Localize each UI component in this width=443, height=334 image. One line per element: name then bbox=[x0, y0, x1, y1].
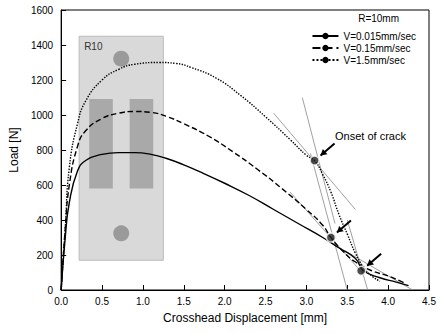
svg-text:3.0: 3.0 bbox=[299, 296, 313, 307]
svg-text:4.5: 4.5 bbox=[422, 296, 436, 307]
svg-text:400: 400 bbox=[36, 215, 53, 226]
svg-text:Onset of crack: Onset of crack bbox=[335, 130, 406, 142]
svg-text:R=10mm: R=10mm bbox=[358, 13, 399, 24]
svg-text:R10: R10 bbox=[84, 41, 103, 52]
svg-text:2.5: 2.5 bbox=[259, 296, 273, 307]
svg-text:1.5: 1.5 bbox=[177, 296, 191, 307]
svg-text:4.0: 4.0 bbox=[381, 296, 395, 307]
svg-text:1600: 1600 bbox=[31, 5, 54, 16]
svg-text:1400: 1400 bbox=[31, 40, 54, 51]
svg-text:2.0: 2.0 bbox=[218, 296, 232, 307]
svg-text:V=0.15mm/sec: V=0.15mm/sec bbox=[343, 43, 410, 54]
svg-text:0.0: 0.0 bbox=[54, 296, 68, 307]
svg-text:200: 200 bbox=[36, 250, 53, 261]
svg-text:1200: 1200 bbox=[31, 75, 54, 86]
svg-text:1000: 1000 bbox=[31, 110, 54, 121]
svg-text:V=0.015mm/sec: V=0.015mm/sec bbox=[343, 31, 416, 42]
svg-text:1.0: 1.0 bbox=[136, 296, 150, 307]
svg-text:800: 800 bbox=[36, 145, 53, 156]
svg-text:0.5: 0.5 bbox=[95, 296, 109, 307]
svg-text:3.5: 3.5 bbox=[340, 296, 354, 307]
svg-text:Crosshead Displacement [mm]: Crosshead Displacement [mm] bbox=[163, 311, 327, 325]
svg-text:V=1.5mm/sec: V=1.5mm/sec bbox=[343, 55, 404, 66]
svg-text:600: 600 bbox=[36, 180, 53, 191]
svg-text:Load [N]: Load [N] bbox=[7, 127, 21, 172]
svg-text:0: 0 bbox=[48, 285, 54, 296]
